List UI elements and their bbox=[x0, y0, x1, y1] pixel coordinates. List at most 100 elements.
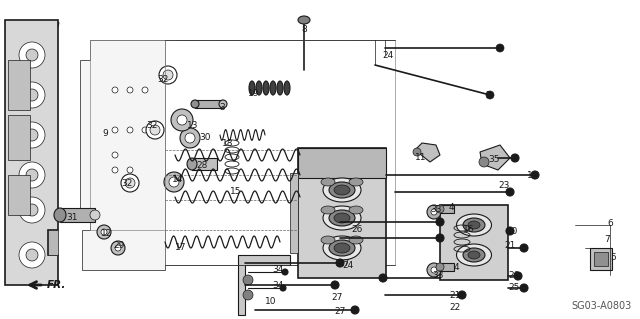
Circle shape bbox=[127, 87, 133, 93]
Text: 30: 30 bbox=[199, 133, 211, 143]
Ellipse shape bbox=[277, 81, 283, 95]
Circle shape bbox=[26, 49, 38, 61]
Ellipse shape bbox=[191, 100, 199, 108]
Circle shape bbox=[436, 218, 444, 226]
Circle shape bbox=[142, 87, 148, 93]
Ellipse shape bbox=[334, 185, 350, 195]
Ellipse shape bbox=[329, 210, 355, 226]
Circle shape bbox=[163, 70, 173, 80]
Bar bbox=[594, 252, 608, 266]
Text: 15: 15 bbox=[230, 188, 242, 197]
Text: 27: 27 bbox=[339, 258, 349, 268]
Circle shape bbox=[427, 205, 441, 219]
Circle shape bbox=[26, 89, 38, 101]
Circle shape bbox=[520, 284, 528, 292]
Ellipse shape bbox=[270, 81, 276, 95]
Ellipse shape bbox=[298, 16, 310, 24]
Text: 22: 22 bbox=[449, 302, 461, 311]
Text: 11: 11 bbox=[415, 153, 427, 162]
Circle shape bbox=[26, 169, 38, 181]
Bar bbox=[290, 173, 298, 253]
Circle shape bbox=[26, 249, 38, 261]
Circle shape bbox=[177, 115, 187, 125]
Text: 18: 18 bbox=[222, 138, 234, 147]
Ellipse shape bbox=[468, 251, 480, 259]
Ellipse shape bbox=[456, 214, 492, 236]
Ellipse shape bbox=[334, 243, 350, 253]
Circle shape bbox=[150, 125, 160, 135]
Text: 29: 29 bbox=[113, 241, 125, 249]
Circle shape bbox=[431, 267, 437, 273]
Text: 21: 21 bbox=[504, 241, 516, 250]
Ellipse shape bbox=[463, 248, 485, 262]
Ellipse shape bbox=[323, 206, 361, 230]
Ellipse shape bbox=[321, 178, 335, 186]
Circle shape bbox=[19, 242, 45, 268]
Circle shape bbox=[282, 269, 288, 275]
Text: 4: 4 bbox=[448, 204, 454, 212]
Circle shape bbox=[280, 285, 286, 291]
Circle shape bbox=[101, 229, 107, 235]
Polygon shape bbox=[480, 145, 510, 170]
Text: 12: 12 bbox=[101, 229, 113, 239]
Polygon shape bbox=[415, 143, 440, 162]
Text: 21: 21 bbox=[449, 291, 461, 300]
Text: 32: 32 bbox=[157, 76, 169, 85]
Bar bbox=[192, 158, 217, 170]
Text: 10: 10 bbox=[265, 298, 276, 307]
Text: 25: 25 bbox=[508, 283, 520, 292]
Bar bbox=[590, 248, 612, 270]
Circle shape bbox=[26, 129, 38, 141]
Circle shape bbox=[185, 133, 195, 143]
Bar bbox=[165, 40, 395, 265]
Circle shape bbox=[243, 290, 253, 300]
Circle shape bbox=[351, 306, 359, 314]
Ellipse shape bbox=[436, 263, 444, 271]
Circle shape bbox=[111, 241, 125, 255]
Circle shape bbox=[19, 162, 45, 188]
Text: 13: 13 bbox=[188, 121, 199, 130]
Text: FR.: FR. bbox=[47, 280, 67, 290]
Circle shape bbox=[19, 122, 45, 148]
Ellipse shape bbox=[436, 205, 444, 213]
Circle shape bbox=[164, 172, 184, 192]
Bar bbox=[195, 100, 223, 108]
Text: 33: 33 bbox=[432, 271, 444, 279]
Bar bbox=[90, 40, 165, 230]
Circle shape bbox=[159, 66, 177, 84]
Circle shape bbox=[479, 157, 489, 167]
Circle shape bbox=[112, 152, 118, 158]
Circle shape bbox=[413, 148, 421, 156]
Ellipse shape bbox=[334, 213, 350, 223]
Text: 20: 20 bbox=[506, 226, 518, 235]
Text: 2: 2 bbox=[485, 91, 491, 100]
Bar bbox=[440, 263, 454, 271]
Ellipse shape bbox=[249, 81, 255, 95]
Ellipse shape bbox=[329, 240, 355, 256]
Circle shape bbox=[112, 127, 118, 133]
Text: 17: 17 bbox=[175, 242, 187, 251]
Text: 3: 3 bbox=[219, 103, 225, 113]
Bar bbox=[60, 208, 95, 222]
Circle shape bbox=[19, 197, 45, 223]
Ellipse shape bbox=[349, 236, 363, 244]
Circle shape bbox=[531, 171, 539, 179]
Circle shape bbox=[431, 209, 437, 215]
Circle shape bbox=[112, 87, 118, 93]
Ellipse shape bbox=[256, 81, 262, 95]
Ellipse shape bbox=[263, 81, 269, 95]
Circle shape bbox=[379, 274, 387, 282]
Ellipse shape bbox=[323, 178, 361, 202]
Circle shape bbox=[331, 281, 339, 289]
Circle shape bbox=[506, 227, 514, 235]
Ellipse shape bbox=[349, 178, 363, 186]
Polygon shape bbox=[238, 255, 290, 315]
Bar bbox=[48, 230, 58, 255]
Circle shape bbox=[112, 167, 118, 173]
Text: SG03-A0803: SG03-A0803 bbox=[572, 301, 632, 311]
Text: 35: 35 bbox=[488, 155, 500, 165]
Circle shape bbox=[180, 128, 200, 148]
Text: 32: 32 bbox=[122, 179, 132, 188]
Text: 26: 26 bbox=[351, 226, 363, 234]
Circle shape bbox=[427, 263, 441, 277]
